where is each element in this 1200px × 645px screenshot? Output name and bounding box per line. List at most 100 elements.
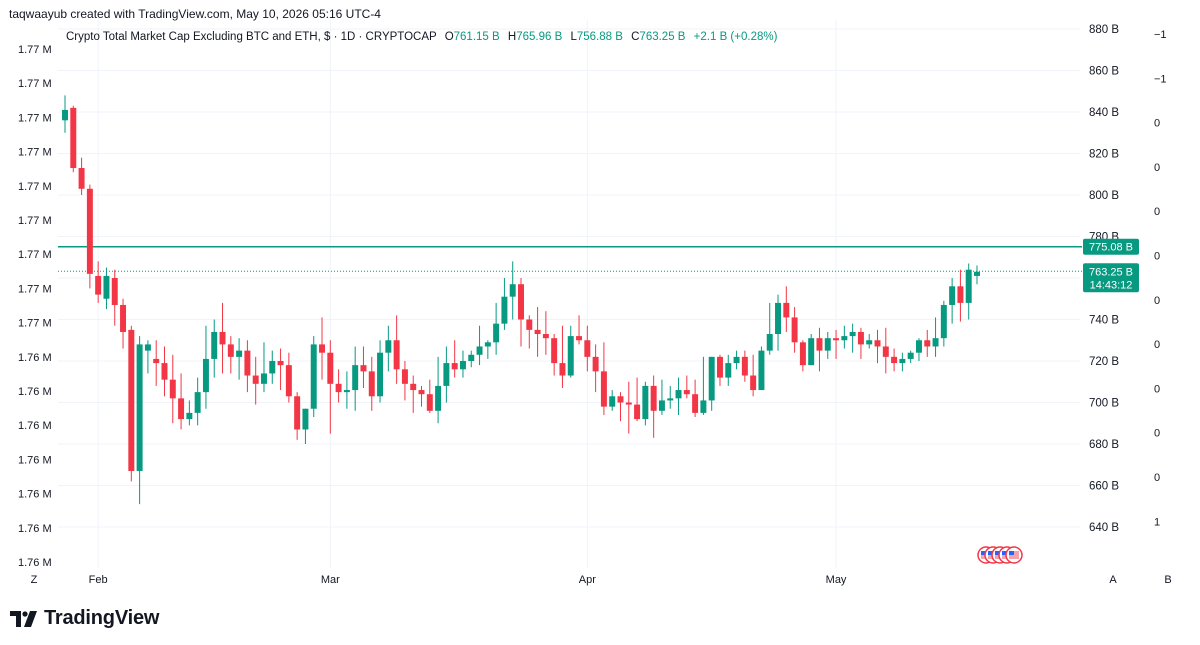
- auto-scale-button[interactable]: A: [1109, 574, 1117, 586]
- candle-body[interactable]: [86, 188, 93, 274]
- candle-body[interactable]: [352, 365, 359, 391]
- scale-b-button[interactable]: B: [1164, 574, 1171, 586]
- candle-body[interactable]: [186, 412, 193, 420]
- candle-body[interactable]: [882, 346, 889, 357]
- candle-body[interactable]: [866, 340, 873, 345]
- candle-body[interactable]: [385, 340, 392, 353]
- candle-body[interactable]: [808, 338, 815, 366]
- candle-body[interactable]: [144, 344, 151, 351]
- candle-body[interactable]: [974, 271, 980, 276]
- candle-body[interactable]: [194, 392, 201, 413]
- candle-body[interactable]: [791, 317, 798, 343]
- candle-body[interactable]: [401, 369, 408, 384]
- candle-body[interactable]: [78, 168, 85, 189]
- candle-body[interactable]: [542, 334, 549, 339]
- candle-body[interactable]: [617, 396, 624, 403]
- candle-body[interactable]: [418, 390, 425, 395]
- candle-body[interactable]: [766, 334, 773, 351]
- candle-body[interactable]: [260, 373, 267, 384]
- candle-body[interactable]: [252, 375, 259, 384]
- candle-body[interactable]: [576, 336, 583, 341]
- candle-body[interactable]: [750, 375, 757, 391]
- candle-body[interactable]: [277, 361, 284, 366]
- candle-body[interactable]: [841, 336, 848, 341]
- candle-body[interactable]: [559, 363, 566, 376]
- candle-body[interactable]: [468, 354, 475, 361]
- candle-body[interactable]: [733, 356, 740, 364]
- candle-body[interactable]: [319, 344, 326, 353]
- candle-body[interactable]: [443, 363, 450, 386]
- tradingview-logo[interactable]: TradingView: [10, 607, 159, 630]
- candle-body[interactable]: [459, 361, 466, 370]
- candle-body[interactable]: [600, 371, 607, 407]
- candle-body[interactable]: [136, 344, 143, 471]
- candle-body[interactable]: [758, 350, 765, 391]
- candle-body[interactable]: [484, 342, 491, 347]
- candle-body[interactable]: [915, 340, 922, 353]
- candle-body[interactable]: [95, 275, 102, 295]
- candle-body[interactable]: [343, 390, 350, 393]
- candle-body[interactable]: [70, 107, 77, 169]
- candle-body[interactable]: [518, 284, 524, 320]
- candle-body[interactable]: [609, 396, 616, 407]
- candle-body[interactable]: [924, 340, 931, 347]
- candle-body[interactable]: [161, 363, 168, 380]
- candle-body[interactable]: [857, 331, 864, 345]
- candle-body[interactable]: [501, 296, 508, 324]
- candle-body[interactable]: [891, 356, 898, 364]
- candle-body[interactable]: [675, 390, 682, 399]
- candle-body[interactable]: [584, 340, 591, 357]
- candle-body[interactable]: [393, 340, 400, 370]
- candle-body[interactable]: [940, 304, 947, 339]
- candle-body[interactable]: [683, 390, 690, 395]
- candle-body[interactable]: [62, 109, 68, 121]
- candle-body[interactable]: [642, 385, 649, 420]
- candle-body[interactable]: [111, 278, 118, 305]
- candle-body[interactable]: [949, 286, 956, 305]
- candle-body[interactable]: [451, 363, 458, 370]
- event-flags[interactable]: [977, 546, 1023, 564]
- candle-body[interactable]: [509, 284, 516, 297]
- candle-body[interactable]: [965, 269, 972, 303]
- candle-body[interactable]: [302, 408, 309, 430]
- candle-body[interactable]: [310, 344, 317, 409]
- candle-body[interactable]: [741, 356, 748, 376]
- candle-body[interactable]: [650, 385, 657, 411]
- candle-body[interactable]: [368, 371, 375, 397]
- candle-body[interactable]: [153, 358, 160, 364]
- candle-body[interactable]: [169, 379, 176, 399]
- candle-body[interactable]: [360, 365, 367, 372]
- candle-body[interactable]: [236, 350, 243, 357]
- candle-body[interactable]: [534, 329, 541, 335]
- candle-body[interactable]: [426, 394, 433, 411]
- candle-body[interactable]: [816, 338, 823, 351]
- candle-body[interactable]: [377, 352, 384, 397]
- candle-body[interactable]: [294, 396, 301, 430]
- candle-body[interactable]: [899, 358, 906, 364]
- candle-body[interactable]: [700, 400, 707, 413]
- candle-body[interactable]: [957, 286, 964, 303]
- candle-body[interactable]: [526, 319, 533, 330]
- candle-body[interactable]: [269, 361, 276, 374]
- candle-body[interactable]: [725, 363, 732, 378]
- candle-body[interactable]: [849, 331, 856, 337]
- candle-body[interactable]: [833, 338, 840, 341]
- candle-body[interactable]: [219, 331, 226, 345]
- candle-body[interactable]: [244, 350, 251, 376]
- candle-body[interactable]: [592, 356, 599, 372]
- candle-body[interactable]: [567, 336, 574, 376]
- candle-body[interactable]: [783, 302, 790, 318]
- candle-body[interactable]: [932, 338, 939, 347]
- candle-body[interactable]: [493, 323, 500, 343]
- candle-body[interactable]: [799, 342, 806, 366]
- candle-body[interactable]: [658, 400, 665, 411]
- candle-body[interactable]: [178, 398, 185, 420]
- candle-body[interactable]: [211, 331, 218, 359]
- candle-body[interactable]: [335, 383, 342, 393]
- candle-body[interactable]: [128, 329, 135, 471]
- candle-body[interactable]: [476, 346, 483, 355]
- candle-body[interactable]: [435, 385, 442, 411]
- candle-body[interactable]: [708, 356, 715, 401]
- candle-body[interactable]: [775, 302, 782, 335]
